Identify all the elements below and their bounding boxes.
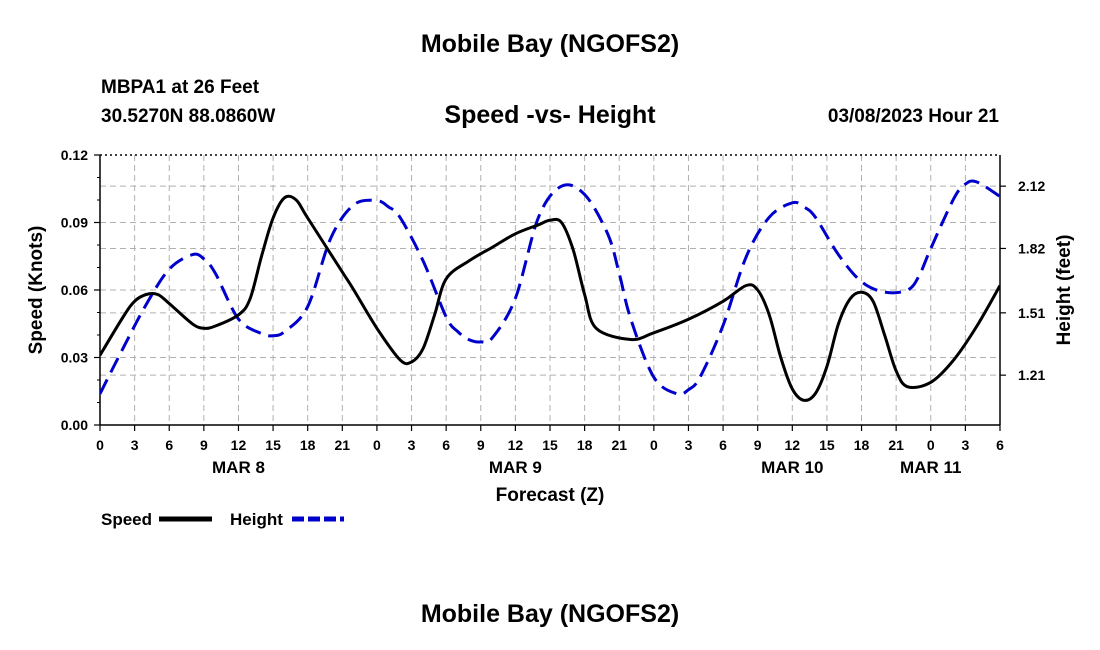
footer-title: Mobile Bay (NGOFS2)	[420, 600, 680, 628]
x-tick-label: 6	[996, 437, 1004, 453]
x-axis-title: Forecast (Z)	[496, 485, 605, 506]
x-tick-label: 0	[927, 437, 935, 453]
x-tick-label: 6	[165, 437, 173, 453]
x-tick-label: 12	[785, 437, 801, 453]
coordinates-label: 30.5270N 88.0860W	[101, 106, 276, 127]
y-tick-label: 0.09	[61, 215, 88, 231]
x-tick-label: 6	[442, 437, 450, 453]
page-title: Mobile Bay (NGOFS2)	[420, 30, 680, 58]
y2-axis-title: Height (feet)	[1054, 235, 1075, 346]
x-tick-label: 21	[888, 437, 904, 453]
x-tick-label: 9	[477, 437, 485, 453]
x-tick-label: 3	[131, 437, 139, 453]
x-tick-label: 12	[508, 437, 524, 453]
x-tick-label: 18	[577, 437, 593, 453]
x-tick-label: 3	[961, 437, 969, 453]
date-label: MAR 10	[761, 458, 823, 477]
x-tick-label: 15	[265, 437, 281, 453]
y-tick-label: 0.03	[61, 350, 88, 366]
x-tick-label: 15	[819, 437, 835, 453]
y-tick-label: 0.00	[61, 417, 88, 433]
forecast-datetime: 03/08/2023 Hour 21	[827, 106, 999, 127]
y2-tick-label: 1.21	[1018, 367, 1045, 383]
x-tick-label: 0	[96, 437, 104, 453]
x-tick-label: 18	[854, 437, 870, 453]
date-label: MAR 8	[212, 458, 265, 477]
x-tick-label: 9	[200, 437, 208, 453]
y-tick-label: 0.06	[61, 282, 88, 298]
x-tick-label: 3	[408, 437, 416, 453]
x-tick-label: 21	[611, 437, 627, 453]
x-tick-label: 12	[231, 437, 247, 453]
x-tick-label: 21	[335, 437, 351, 453]
y-tick-label: 0.12	[61, 147, 88, 163]
x-tick-label: 3	[685, 437, 693, 453]
x-tick-label: 9	[754, 437, 762, 453]
y2-tick-label: 1.51	[1018, 305, 1045, 321]
x-tick-label: 15	[542, 437, 558, 453]
y-axis-title: Speed (Knots)	[26, 226, 47, 355]
speed-series-line	[100, 194, 1000, 402]
chart-title: Speed -vs- Height	[444, 101, 656, 129]
legend-label-height: Height	[230, 510, 283, 529]
x-tick-label: 6	[719, 437, 727, 453]
date-label: MAR 11	[900, 458, 961, 477]
y2-tick-label: 1.82	[1018, 240, 1045, 256]
x-tick-label: 0	[650, 437, 658, 453]
station-label: MBPA1 at 26 Feet	[101, 77, 260, 98]
x-tick-label: 0	[373, 437, 381, 453]
height-series-line	[100, 179, 1000, 396]
legend-label-speed: Speed	[101, 510, 152, 529]
x-tick-label: 18	[300, 437, 316, 453]
y2-tick-label: 2.12	[1018, 178, 1045, 194]
date-label: MAR 9	[489, 458, 542, 477]
